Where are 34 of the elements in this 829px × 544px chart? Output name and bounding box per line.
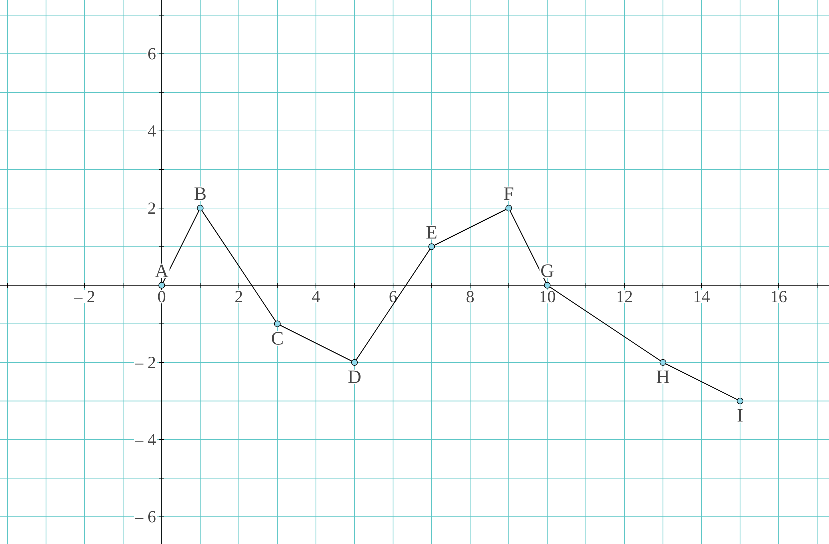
annotation: B — [194, 188, 206, 200]
annotation: G — [541, 264, 554, 278]
x-tick-label: 14 — [694, 291, 710, 302]
annotation: I — [738, 409, 743, 422]
x-tick-label: – 2 — [74, 291, 94, 302]
y-tick-label: 4 — [148, 126, 156, 137]
x-tick-label: 12 — [618, 291, 632, 302]
x-tick-label: 8 — [466, 291, 474, 303]
annotation: F — [504, 188, 514, 200]
point — [544, 282, 551, 289]
y-tick-label: 2 — [148, 202, 156, 214]
annotation: H — [656, 370, 670, 384]
x-tick-label: 4 — [312, 291, 320, 302]
point — [351, 359, 358, 366]
annotation: C — [272, 332, 283, 345]
x-tick-label: 6 — [390, 291, 398, 303]
point — [660, 359, 666, 366]
annotation: A — [155, 264, 169, 278]
point — [197, 205, 204, 212]
point — [737, 398, 744, 405]
point — [506, 205, 512, 212]
y-tick-label: – 6 — [134, 511, 156, 523]
x-tick-label: 10 — [540, 291, 556, 303]
annotation: D — [348, 370, 361, 384]
point — [274, 320, 281, 328]
x-tick-label: 16 — [772, 291, 787, 303]
y-tick-label: 6 — [148, 48, 156, 60]
point — [158, 282, 166, 289]
point — [428, 244, 436, 250]
x-tick-label: 2 — [236, 291, 242, 302]
annotation: E — [426, 226, 437, 239]
x-tick-label: 0 — [158, 291, 166, 303]
y-tick-label: – 4 — [134, 434, 156, 446]
y-tick-label: – 2 — [134, 357, 156, 368]
